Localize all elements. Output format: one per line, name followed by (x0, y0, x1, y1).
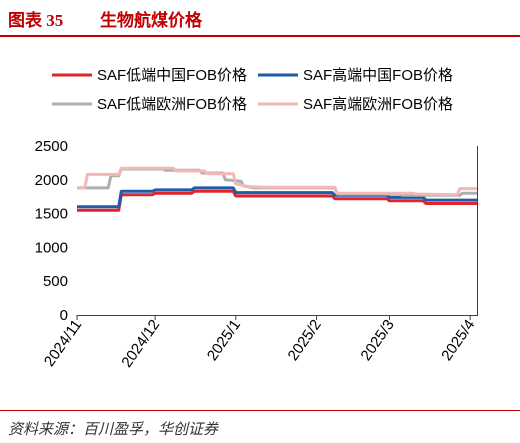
legend-label-saf-low-europe: SAF低端欧洲FOB价格 (97, 96, 247, 113)
x-tick-label: 2025/3 (358, 317, 398, 364)
chart-title: 生物航煤价格 (100, 11, 202, 30)
series-line-saf-high-europe (77, 166, 478, 197)
y-tick-label: 500 (43, 273, 68, 290)
legend-label-saf-low-china: SAF低端中国FOB价格 (97, 67, 247, 84)
series-line-saf-low-china (77, 189, 478, 212)
y-axis: 0 500 1000 1500 2000 2500 (35, 138, 68, 324)
legend-label-saf-high-china: SAF高端中国FOB价格 (303, 67, 453, 84)
legend-label-saf-high-europe: SAF高端欧洲FOB价格 (303, 96, 453, 113)
figure-label: 图表 35 (8, 11, 64, 30)
series-line-saf-high-china (77, 186, 478, 209)
source-note: 资料来源：百川盈孚，华创证券 (8, 422, 219, 438)
x-tick-label: 2025/4 (438, 317, 478, 364)
y-tick-label: 1000 (35, 239, 68, 256)
y-tick-label: 2500 (35, 138, 68, 155)
series-group (77, 166, 478, 212)
footer-rule (0, 410, 520, 411)
legend: SAF低端中国FOB价格 SAF高端中国FOB价格 SAF低端欧洲FOB价格 SAF高… (52, 67, 453, 113)
x-tick-label: 2024/11 (41, 317, 85, 370)
y-tick-label: 0 (60, 307, 68, 324)
y-tick-label: 1500 (35, 206, 68, 223)
x-tick-label: 2025/2 (285, 317, 325, 364)
x-axis: 2024/11 2024/12 2025/1 2025/2 2025/3 2025/4 (41, 315, 478, 371)
x-tick-label: 2025/1 (204, 317, 244, 364)
x-tick-label: 2024/12 (118, 317, 163, 371)
y-tick-label: 2000 (35, 172, 68, 189)
figure-header: 图表 35 生物航煤价格 (0, 0, 520, 37)
